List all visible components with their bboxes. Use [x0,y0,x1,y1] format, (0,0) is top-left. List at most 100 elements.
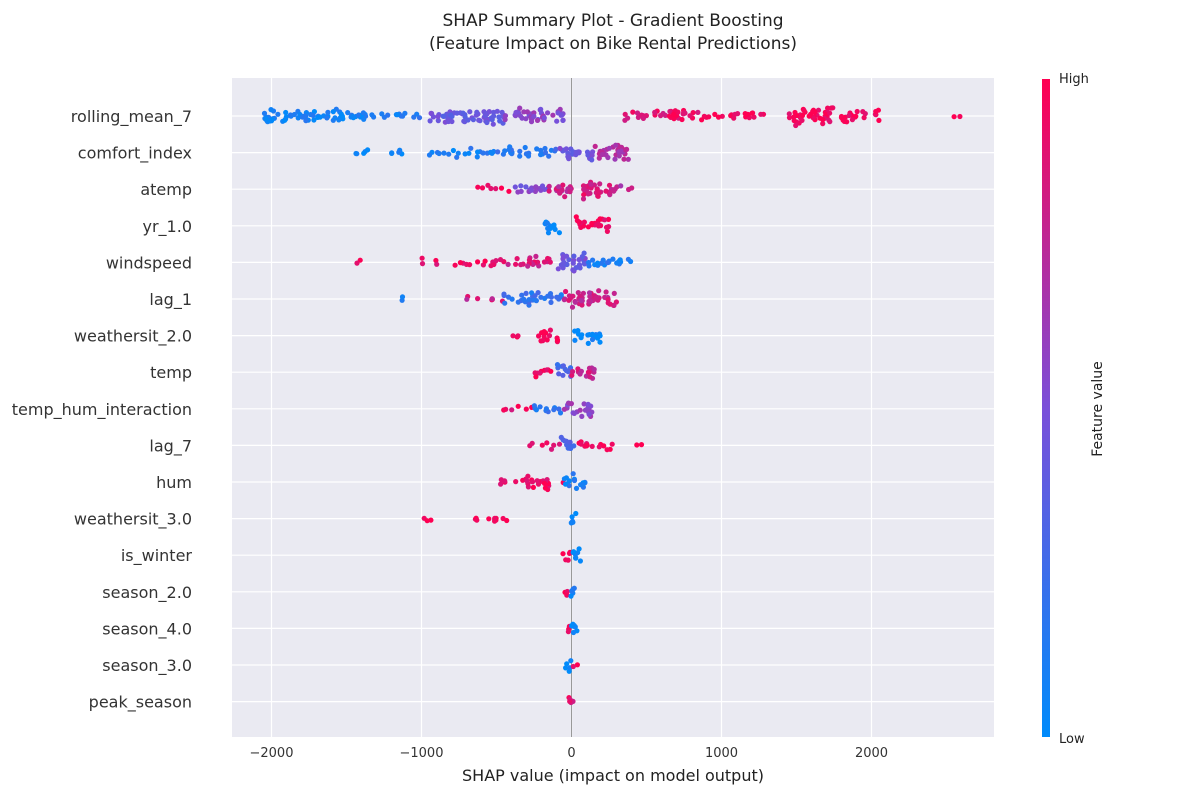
shap-point [546,188,552,194]
shap-point [563,557,569,563]
shap-point [542,150,549,156]
shap-point [525,263,531,269]
shap-point [628,258,634,265]
feature-label-peak-season: peak_season [89,693,192,713]
shap-point [751,114,757,120]
shap-point [658,113,664,119]
shap-point [435,113,441,120]
shap-point [577,558,584,564]
shap-point [606,182,613,188]
shap-point [622,111,628,117]
shap-point [385,112,391,118]
shap-point [518,262,524,268]
shap-point [517,113,524,119]
shap-point [492,515,498,522]
shap-point [524,109,531,115]
shap-point [530,484,537,490]
x-tick-label: −2000 [250,746,294,761]
feature-row-yr-1-0 [542,214,612,236]
shap-point [585,369,592,375]
shap-point [588,185,594,191]
shap-point [532,188,539,194]
shap-point [283,109,289,116]
shap-point [570,629,577,636]
shap-point [490,121,496,127]
shap-point [638,442,645,448]
shap-point [263,115,269,122]
shap-point [595,260,601,266]
shap-point [379,111,385,117]
shap-point [742,111,748,117]
shap-point [399,294,406,300]
shap-point [580,481,586,488]
shap-point [484,119,490,126]
shap-point [541,259,548,265]
shap-point [597,339,603,345]
shap-point [513,479,519,485]
shap-point [590,149,596,155]
feature-row-temp-hum-interaction [501,400,595,419]
shap-point [336,117,342,123]
shap-point [586,263,592,269]
shap-point [731,115,737,121]
shap-point [419,261,426,267]
shap-point [531,113,537,119]
shap-point [576,546,582,552]
shap-point [951,114,957,120]
shap-point [560,551,566,557]
shap-point [533,253,539,259]
shap-point [324,115,330,121]
shap-point [786,115,793,121]
shap-point [825,105,831,111]
shap-point [488,185,494,192]
shap-point [573,510,579,517]
shap-point [518,183,524,189]
shap-point [539,183,546,189]
shap-point [687,113,693,119]
shap-point [873,108,879,115]
shap-point [585,401,591,407]
shap-point [495,149,501,155]
shap-point [491,109,497,115]
shap-point [515,333,521,339]
shap-point [475,296,481,302]
x-tick-label: 0 [567,746,575,761]
feature-row-weathersit-3-0 [421,510,579,526]
shap-point [555,266,561,272]
shap-point [579,332,585,338]
shap-point [566,478,572,484]
shap-point [562,481,569,487]
shap-point [554,118,560,124]
shap-point [493,186,499,192]
shap-point [589,443,595,449]
shap-point [496,114,502,120]
shap-point [706,114,712,120]
shap-point [454,154,460,160]
x-tick-label: −1000 [400,746,444,761]
shap-point [791,118,797,124]
shap-point [576,257,582,263]
shap-point [513,109,519,116]
shap-point [580,290,587,296]
shap-point [585,191,591,197]
shap-point [573,265,579,271]
shap-point [419,255,425,261]
shap-point [521,296,527,302]
shap-point [325,109,331,115]
shap-point [599,151,606,158]
shap-point [528,119,535,125]
shap-point [369,112,375,118]
shap-point [590,257,596,263]
shap-point [561,259,567,265]
shap-point [361,150,367,156]
shap-point [557,145,563,152]
shap-point [565,629,572,635]
shap-point [550,112,556,118]
shap-point [523,184,529,190]
shap-point [499,109,505,115]
shap-point [268,107,274,113]
shap-point [820,121,826,127]
feature-row-lag-1 [399,288,620,310]
shap-point [634,110,641,116]
shap-point [597,216,603,222]
